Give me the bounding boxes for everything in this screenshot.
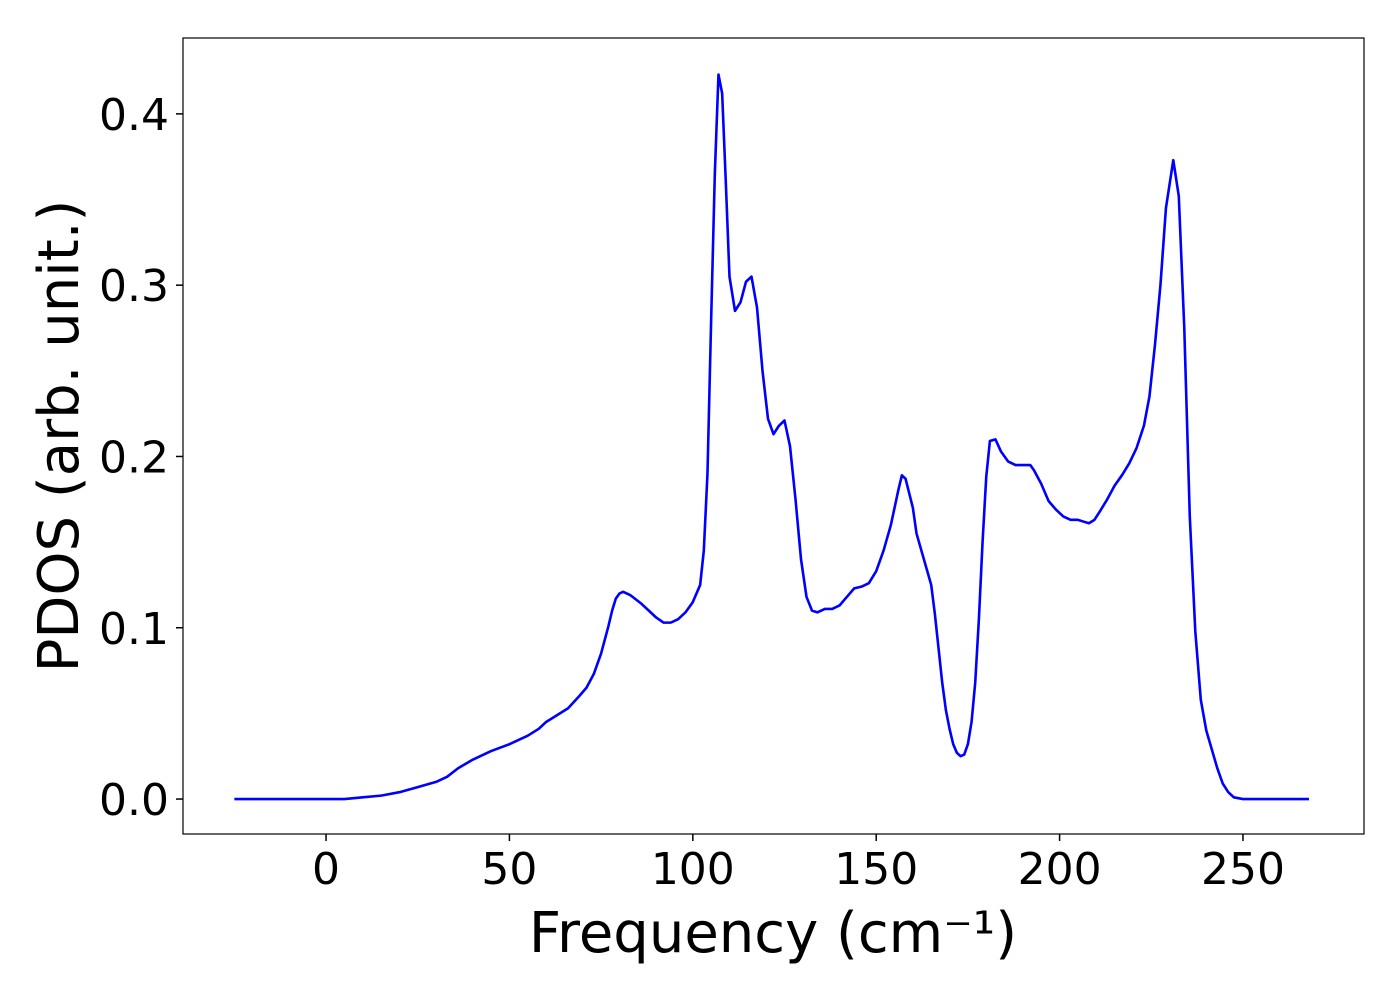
pdos-line — [234, 73, 1309, 801]
y-tick-label: 0.2 — [99, 432, 169, 483]
y-tick-label: 0.3 — [99, 261, 169, 312]
x-axis-label: Frequency (cm⁻¹) — [529, 901, 1017, 966]
x-tick-label: 150 — [834, 844, 918, 895]
x-tick-label: 0 — [312, 844, 340, 895]
x-tick-label: 200 — [1018, 844, 1102, 895]
plot-frame — [182, 37, 1365, 835]
y-tick-label: 0.0 — [99, 775, 169, 826]
x-tick-label: 50 — [481, 844, 537, 895]
y-axis-label: PDOS (arb. unit.) — [27, 200, 92, 673]
x-tick-label: 100 — [651, 844, 735, 895]
x-tick-label: 250 — [1201, 844, 1285, 895]
y-tick-label: 0.4 — [99, 90, 169, 141]
y-tick-label: 0.1 — [99, 604, 169, 655]
